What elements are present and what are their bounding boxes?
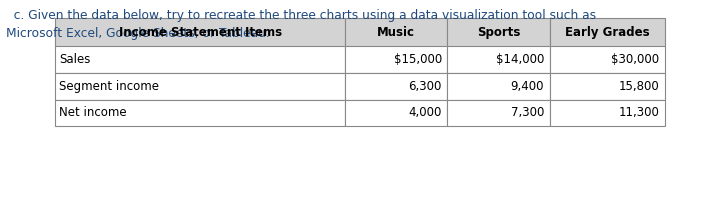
Text: $15,000: $15,000 — [393, 53, 442, 66]
Bar — [447, 99, 550, 126]
Text: Income Statement Items: Income Statement Items — [119, 26, 282, 39]
Text: Microsoft Excel, Google Sheets, or Tableau.: Microsoft Excel, Google Sheets, or Table… — [6, 27, 270, 40]
Bar — [345, 73, 447, 99]
Bar — [345, 47, 447, 73]
Bar — [345, 99, 447, 126]
Bar — [550, 73, 665, 99]
Text: Sports: Sports — [477, 26, 520, 39]
Text: Music: Music — [377, 26, 415, 39]
Text: Net income: Net income — [59, 106, 126, 119]
Text: c. Given the data below, try to recreate the three charts using a data visualiza: c. Given the data below, try to recreate… — [6, 9, 596, 22]
Bar — [550, 18, 665, 47]
Text: 4,000: 4,000 — [408, 106, 442, 119]
Bar — [55, 47, 345, 73]
Bar — [447, 73, 550, 99]
Text: Early Grades: Early Grades — [565, 26, 650, 39]
Text: 15,800: 15,800 — [618, 80, 660, 93]
Text: 6,300: 6,300 — [408, 80, 442, 93]
Text: 7,300: 7,300 — [510, 106, 544, 119]
Text: Segment income: Segment income — [59, 80, 159, 93]
Bar — [550, 99, 665, 126]
Text: Sales: Sales — [59, 53, 90, 66]
Bar — [447, 18, 550, 47]
Text: $14,000: $14,000 — [496, 53, 544, 66]
Bar — [55, 99, 345, 126]
Bar — [55, 18, 345, 47]
Bar — [447, 47, 550, 73]
Bar — [345, 18, 447, 47]
Text: 11,300: 11,300 — [618, 106, 660, 119]
Bar — [55, 73, 345, 99]
Bar — [550, 47, 665, 73]
Text: $30,000: $30,000 — [611, 53, 660, 66]
Text: 9,400: 9,400 — [510, 80, 544, 93]
